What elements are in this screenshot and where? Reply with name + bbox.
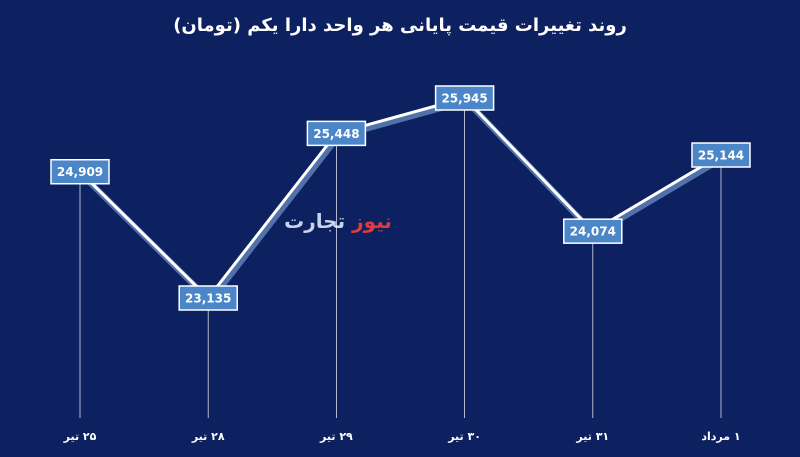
- x-tick-label: ۱ مرداد: [701, 430, 740, 443]
- data-label-box: [306, 120, 367, 147]
- data-label: 25,945: [441, 92, 487, 106]
- data-label: 23,135: [185, 292, 231, 306]
- data-label-box: [434, 85, 495, 111]
- data-label-box: [563, 218, 623, 244]
- x-tick-label: ۳۰ تیر: [447, 430, 481, 443]
- chart-title: روند تغییرات قیمت پایانی هر واحد دارا یک…: [173, 15, 627, 36]
- watermark-part: نیوز: [351, 209, 392, 233]
- data-label: 25,144: [698, 149, 744, 163]
- data-label-box: [691, 142, 751, 168]
- data-label: 24,909: [57, 165, 103, 179]
- data-label: 25,448: [313, 127, 359, 141]
- data-label-box: [50, 158, 110, 185]
- x-tick-label: ۲۹ تیر: [319, 430, 353, 443]
- data-label: 24,074: [570, 225, 616, 239]
- x-tick-label: ۳۱ تیر: [575, 430, 609, 443]
- watermark-part: تجارت: [284, 209, 345, 233]
- data-label-box: [178, 285, 238, 311]
- x-tick-label: ۲۵ تیر: [63, 430, 97, 443]
- x-tick-label: ۲۸ تیر: [191, 430, 225, 443]
- watermark: نیوز تجارت: [284, 209, 392, 233]
